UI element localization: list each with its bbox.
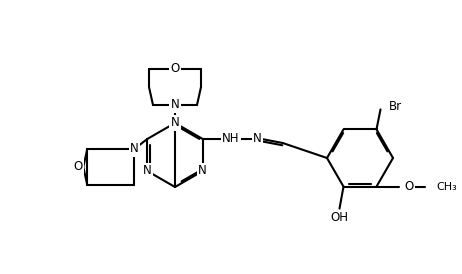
Text: O: O (405, 180, 414, 193)
Text: O: O (73, 161, 83, 173)
Text: N: N (170, 116, 179, 130)
Text: NH: NH (222, 133, 239, 145)
Text: N: N (198, 164, 207, 178)
Text: Br: Br (389, 100, 401, 113)
Text: OH: OH (330, 211, 348, 224)
Text: O: O (170, 62, 180, 76)
Text: N: N (130, 142, 139, 156)
Text: CH₃: CH₃ (437, 182, 457, 192)
Text: N: N (143, 164, 152, 178)
Text: N: N (170, 98, 179, 112)
Text: N: N (253, 133, 262, 145)
